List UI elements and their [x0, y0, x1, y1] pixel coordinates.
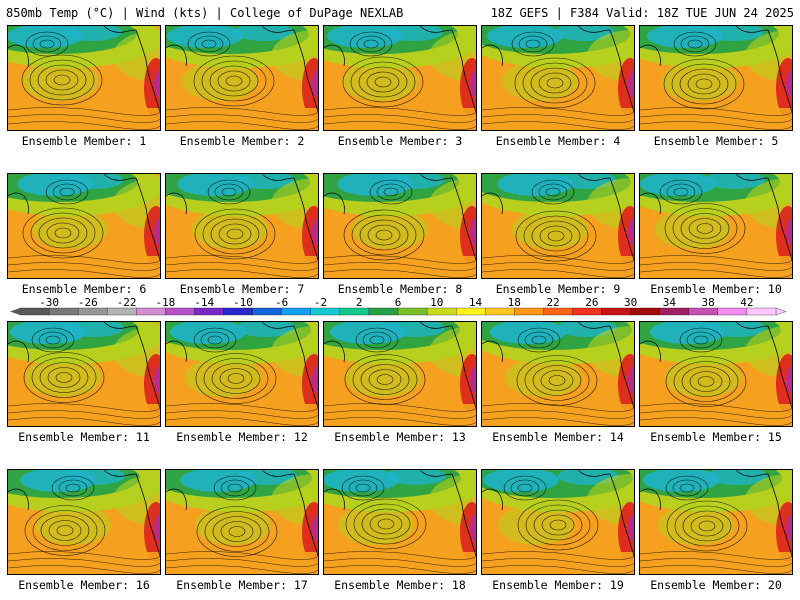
colorbar-tick-label: 6 [395, 296, 402, 309]
colorbar-segment [223, 307, 254, 316]
ensemble-member-caption: Ensemble Member: 8 [337, 282, 463, 296]
ensemble-map-9 [481, 173, 635, 279]
ensemble-map-13 [323, 321, 477, 427]
ensemble-member-caption: Ensemble Member: 18 [334, 578, 466, 592]
ensemble-member-caption: Ensemble Member: 7 [179, 282, 305, 296]
colorbar-segment [485, 307, 515, 316]
ensemble-member-caption: Ensemble Member: 19 [492, 578, 624, 592]
ensemble-map-7 [165, 173, 319, 279]
colorbar-segment [688, 307, 719, 316]
ensemble-member-caption: Ensemble Member: 15 [650, 430, 782, 444]
ensemble-member-caption: Ensemble Member: 12 [176, 430, 308, 444]
ensemble-map-8 [323, 173, 477, 279]
colorbar-tick-label: -14 [194, 296, 214, 309]
colorbar-segment [136, 307, 167, 316]
colorbar-segment [368, 307, 399, 316]
colorbar-segment [630, 307, 661, 316]
colorbar-segment [107, 307, 137, 316]
ensemble-map-1 [7, 25, 161, 131]
temperature-colorbar: -30 -26 -22 -18 -14 -10 -6 -2 2 6 10 14 18 22 26 30 34 38… [10, 296, 787, 316]
colorbar-tick-label: -26 [78, 296, 98, 309]
colorbar-left-arrow [10, 308, 20, 315]
colorbar-tick-label: 30 [624, 296, 637, 309]
colorbar-segment [659, 307, 690, 316]
ensemble-member-caption: Ensemble Member: 1 [21, 134, 147, 148]
ensemble-member-caption: Ensemble Member: 11 [18, 430, 150, 444]
colorbar-tick-label: 18 [508, 296, 521, 309]
colorbar-tick-label: -22 [117, 296, 137, 309]
ensemble-member-caption: Ensemble Member: 9 [495, 282, 621, 296]
colorbar-segment [572, 307, 603, 316]
colorbar-segment [165, 307, 196, 316]
ensemble-member-caption: Ensemble Member: 4 [495, 134, 621, 148]
colorbar-tick-label: -30 [39, 296, 59, 309]
ensemble-member-caption: Ensemble Member: 14 [492, 430, 624, 444]
colorbar-segment [514, 307, 545, 316]
ensemble-map-5 [639, 25, 793, 131]
colorbar-tick-label: 2 [356, 296, 363, 309]
colorbar-segment [310, 307, 341, 316]
colorbar-segment [543, 307, 574, 316]
ensemble-map-2 [165, 25, 319, 131]
colorbar-tick-label: 38 [702, 296, 715, 309]
ensemble-member-caption: Ensemble Member: 2 [179, 134, 305, 148]
colorbar-segment [78, 307, 108, 316]
colorbar-segment [601, 307, 632, 316]
ensemble-map-12 [165, 321, 319, 427]
colorbar-tick-label: -2 [314, 296, 327, 309]
ensemble-member-caption: Ensemble Member: 10 [650, 282, 782, 296]
colorbar-tick-label: -10 [233, 296, 253, 309]
ensemble-member-caption: Ensemble Member: 13 [334, 430, 466, 444]
ensemble-map-20 [639, 469, 793, 575]
colorbar-tick-label: 22 [546, 296, 559, 309]
colorbar-tick-label: -18 [155, 296, 175, 309]
colorbar-segment [456, 307, 486, 316]
ensemble-map-11 [7, 321, 161, 427]
colorbar-segment [281, 307, 312, 316]
ensemble-member-caption: Ensemble Member: 17 [176, 578, 308, 592]
ensemble-map-14 [481, 321, 635, 427]
ensemble-member-caption: Ensemble Member: 16 [18, 578, 150, 592]
ensemble-map-4 [481, 25, 635, 131]
ensemble-map-15 [639, 321, 793, 427]
ensemble-member-caption: Ensemble Member: 20 [650, 578, 782, 592]
ensemble-map-18 [323, 469, 477, 575]
ensemble-map-10 [639, 173, 793, 279]
colorbar-segment [19, 307, 50, 316]
ensemble-map-3 [323, 25, 477, 131]
valid-time: 18Z GEFS | F384 Valid: 18Z TUE JUN 24 20… [490, 6, 794, 20]
colorbar-tick-label: 10 [430, 296, 443, 309]
map-title: 850mb Temp (°C) | Wind (kts) | College o… [6, 6, 404, 20]
ensemble-map-16 [7, 469, 161, 575]
colorbar-tick-label: 42 [740, 296, 753, 309]
colorbar-segment [746, 307, 777, 316]
colorbar-segment [48, 307, 79, 316]
colorbar-segment [339, 307, 370, 316]
colorbar-segment [252, 307, 283, 316]
colorbar-tick-label: 14 [469, 296, 483, 309]
colorbar-tick-label: 26 [585, 296, 598, 309]
colorbar-segment [194, 307, 225, 316]
ensemble-map-19 [481, 469, 635, 575]
ensemble-map-6 [7, 173, 161, 279]
colorbar-segment [717, 307, 748, 316]
ensemble-member-caption: Ensemble Member: 3 [337, 134, 463, 148]
colorbar-right-arrow [775, 307, 787, 316]
ensemble-map-17 [165, 469, 319, 575]
ensemble-member-caption: Ensemble Member: 6 [21, 282, 147, 296]
colorbar-segment [397, 307, 428, 316]
colorbar-segment [426, 307, 457, 316]
colorbar-tick-label: 34 [663, 296, 677, 309]
ensemble-member-caption: Ensemble Member: 5 [653, 134, 779, 148]
colorbar-tick-label: -6 [275, 296, 288, 309]
